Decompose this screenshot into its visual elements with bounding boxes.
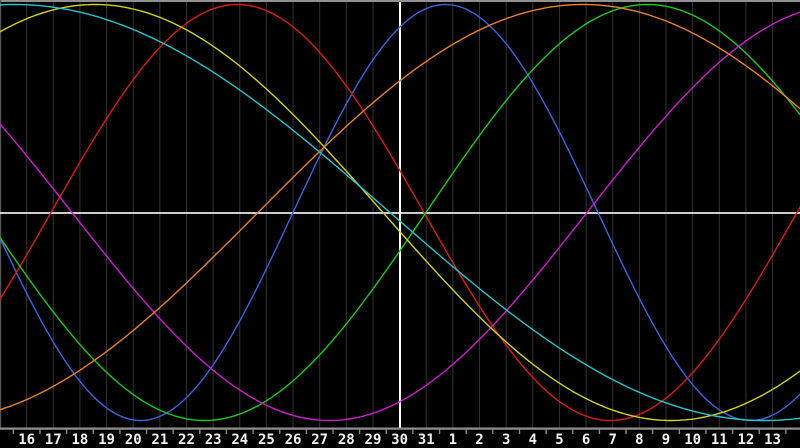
day-label: 29 — [365, 432, 382, 448]
day-label: 1 — [449, 432, 457, 448]
day-label: 17 — [45, 432, 62, 448]
plot-top-border — [0, 0, 800, 2]
axis-ticks — [12, 429, 787, 434]
day-label: 7 — [609, 432, 617, 448]
day-label: 4 — [529, 432, 537, 448]
cycle-orange-48-day-curve — [0, 3, 800, 411]
day-label: 30 — [391, 432, 408, 448]
day-label: 20 — [125, 432, 142, 448]
day-label: 25 — [258, 432, 275, 448]
cycle-yellow-43-day-curve — [0, 3, 800, 422]
day-label: 31 — [418, 432, 435, 448]
day-label: 10 — [684, 432, 701, 448]
day-label: 8 — [635, 432, 643, 448]
day-label: 13 — [764, 432, 781, 448]
day-label: 27 — [311, 432, 328, 448]
cycle-green-33-day-curve — [0, 3, 800, 422]
cycle-cyan-53-day-curve — [0, 3, 800, 422]
day-label: 16 — [18, 432, 35, 448]
day-label: 11 — [711, 432, 728, 448]
cycle-magenta-38-day-curve — [0, 11, 800, 422]
day-label: 21 — [151, 432, 168, 448]
day-label: 3 — [502, 432, 510, 448]
day-label: 19 — [98, 432, 115, 448]
today-line — [399, 2, 401, 428]
day-label: 9 — [662, 432, 670, 448]
day-label: 2 — [475, 432, 483, 448]
x-axis-labels: 16 17 18 19 20 21 22 23 24 25 26 27 28 29 30 31 1 2 3 4 5 6 7 8… — [18, 432, 781, 448]
day-label: 23 — [205, 432, 222, 448]
day-label: 22 — [178, 432, 195, 448]
day-label: 5 — [555, 432, 563, 448]
cycle-curves — [0, 3, 800, 422]
day-label: 26 — [285, 432, 302, 448]
day-label: 18 — [71, 432, 88, 448]
plot-bottom-border — [0, 427, 800, 430]
day-label: 6 — [582, 432, 590, 448]
reference-lines — [0, 2, 800, 428]
day-label: 24 — [231, 432, 248, 448]
cycle-red-28-day-curve — [0, 3, 800, 422]
cycle-blue-23-day-curve — [0, 3, 800, 422]
day-label: 28 — [338, 432, 355, 448]
day-label: 12 — [737, 432, 754, 448]
